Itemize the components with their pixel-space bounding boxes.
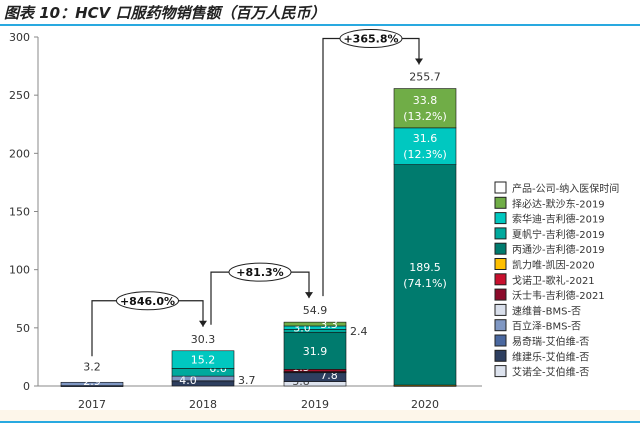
data-label: 4.0 [179,374,197,387]
bar-segment [393,164,457,386]
legend-entry: 丙通沙-吉利德-2019 [512,243,605,256]
legend-entry: 易奇瑞-艾伯维-否 [512,335,589,348]
growth-bubble [228,262,292,282]
data-label: 2.9 [83,375,101,388]
footer-divider [0,421,640,423]
bar-segment [171,350,235,369]
legend-entry: 维建乐-艾伯维-否 [512,350,589,363]
legend-entry: 凯力唯-凯因-2020 [512,259,595,272]
legend-swatch [494,181,507,194]
legend-swatch [494,212,507,225]
data-label: 2.4 [350,325,368,338]
growth-label: +365.8% [343,33,398,46]
legend-swatch [494,303,507,316]
bar-segment [393,127,457,165]
data-label: 31.6 [413,132,438,145]
y-tick-label: 100 [9,264,30,277]
legend-entry: 索华迪-吉利德-2019 [512,213,605,226]
chart-title: 图表 10：HCV 口服药物销售额（百万人民币） [4,4,326,22]
bar-segment [60,381,124,386]
legend-swatch [494,349,507,362]
x-tick-label: 2018 [189,398,217,411]
growth-bubble [116,291,179,311]
legend-entry: 速维普-BMS-否 [512,304,581,317]
total-label: 3.2 [83,360,101,373]
data-label: 15.2 [191,354,216,367]
legend-entry: 戈诺卫-歌礼-2021 [512,274,595,287]
data-label: 189.5 [409,261,441,274]
legend-swatch [494,242,507,255]
legend-swatch [494,258,507,270]
x-tick-label: 2019 [301,398,329,411]
legend-swatch [494,227,507,240]
total-label: 255.7 [409,71,441,84]
total-label: 30.3 [191,333,216,346]
data-label: 33.8 [413,94,438,107]
legend-entry: 百立泽-BMS-否 [512,320,581,333]
legend-entry: 夏帆宁-吉利德-2019 [512,228,605,241]
data-label: (13.2%) [403,110,447,123]
arrow-head-icon [305,292,313,299]
data-label: 31.9 [303,345,328,358]
y-tick-label: 200 [9,147,30,160]
total-label: 54.9 [303,304,328,317]
data-label: (74.1%) [403,277,447,290]
x-tick-label: 2017 [78,398,106,411]
growth-bubble [339,29,403,49]
arrow-head-icon [199,320,207,327]
data-label: (12.3%) [403,148,447,161]
legend-swatch [494,288,507,301]
y-tick-label: 150 [9,206,30,219]
legend-entry: 沃士韦-吉利德-2021 [512,289,605,302]
footer-band [0,410,640,421]
data-label: 3.7 [238,374,256,387]
y-tick-label: 0 [23,380,30,393]
legend-entry: 艾诺全-艾伯维-否 [512,366,589,379]
legend-swatch [494,319,507,332]
growth-label: +846.0% [120,295,175,308]
growth-label: +81.3% [236,266,283,279]
title-divider [0,24,640,26]
arrow-head-icon [415,58,423,65]
legend-swatch [494,273,507,286]
legend-entry: 择必达-默沙东-2019 [512,197,605,210]
y-tick-label: 250 [9,89,30,102]
y-tick-label: 50 [16,322,30,335]
x-tick-label: 2020 [411,398,439,411]
bar-segment [283,321,347,327]
data-label: 3.3 [320,318,338,331]
legend-swatch [494,334,507,347]
bar-segment [393,88,457,129]
legend-header: 产品-公司-纳入医保时间 [512,182,619,195]
legend-swatch [494,365,507,378]
y-tick-label: 300 [9,31,30,44]
legend-swatch [494,196,507,209]
bar-segment [283,331,347,370]
